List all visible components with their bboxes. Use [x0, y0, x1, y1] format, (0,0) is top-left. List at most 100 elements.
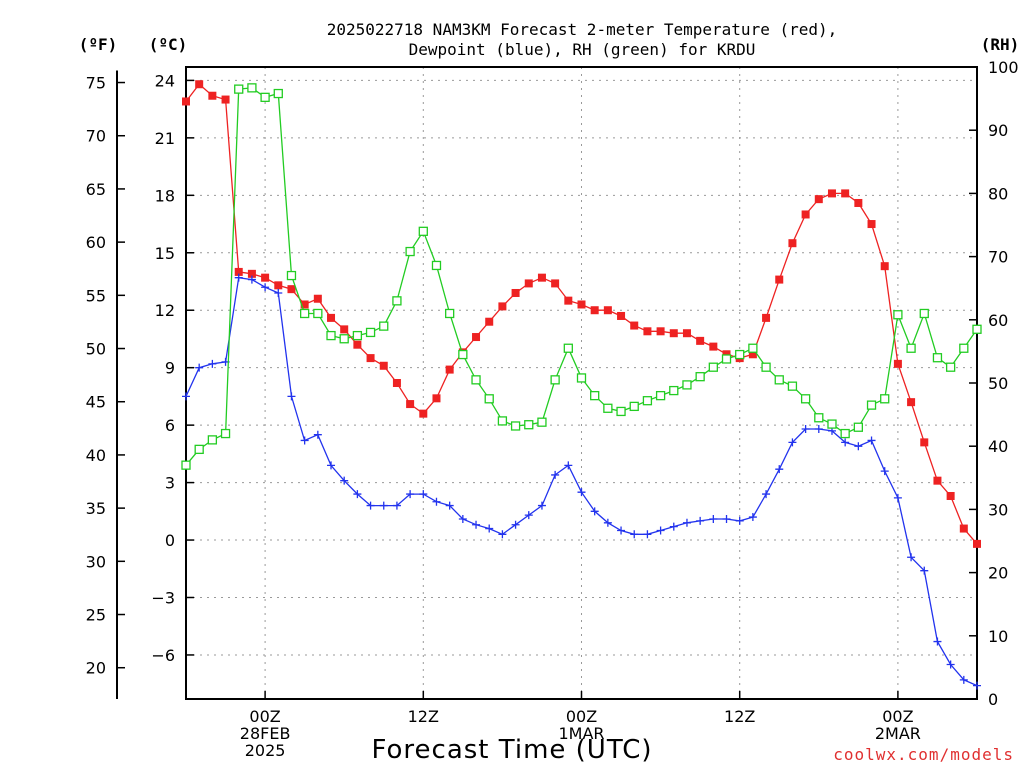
celsius-tick-label: 9 [165, 359, 175, 378]
dewpoint-point [432, 497, 441, 506]
rh-tick-label: 30 [988, 500, 1008, 519]
dewpoint-point [748, 513, 757, 522]
rh-point [642, 396, 653, 406]
rh-point [431, 260, 442, 271]
temperature-point [472, 333, 481, 342]
temperature-series [182, 80, 981, 548]
temperature-point [247, 269, 256, 278]
dewpoint-point [327, 461, 336, 470]
dewpoint-point [854, 442, 863, 451]
rh-point [471, 375, 481, 385]
rh-point [458, 349, 468, 360]
dewpoint-point [406, 490, 415, 499]
rh-point [721, 354, 732, 364]
fahrenheit-tick-label: 45 [86, 393, 106, 412]
rh-point [537, 417, 547, 427]
dewpoint-point [353, 490, 362, 499]
dewpoint-point [630, 530, 639, 539]
temperature-point [221, 95, 230, 104]
rh-point [576, 373, 587, 383]
rh-point [260, 92, 270, 102]
dewpoint-point [933, 637, 942, 646]
x-axis-title: Forecast Time (UTC) [371, 735, 652, 765]
chart-title: 2025022718 NAM3KM Forecast 2-meter Tempe… [327, 20, 838, 59]
temperature-point [748, 350, 757, 359]
dewpoint-point [472, 520, 481, 529]
dewpoint-point [696, 516, 705, 525]
rh-tick-label: 40 [988, 437, 1008, 456]
dewpoint-point [182, 392, 190, 401]
rh-point [945, 362, 956, 372]
temperature-point [854, 198, 863, 207]
temperature-point [959, 524, 968, 533]
temperature-point [893, 359, 902, 368]
rh-point [827, 419, 837, 429]
rh-point [524, 420, 534, 430]
rh-point [774, 375, 784, 385]
temperature-point [630, 321, 639, 330]
dewpoint-point [590, 507, 599, 516]
temperature-point [946, 491, 955, 500]
dewpoint-point [603, 518, 612, 527]
temperature-point [920, 438, 929, 447]
temperature-point [327, 313, 336, 322]
dewpoint-point [946, 660, 955, 669]
temperature-point [617, 311, 626, 320]
dewpoint-point [722, 514, 731, 523]
dewpoint-point [234, 273, 243, 282]
dewpoint-point [617, 526, 626, 535]
rh-point [708, 362, 718, 372]
dewpoint-point [656, 526, 665, 535]
dewpoint-point [577, 488, 586, 497]
dewpoint-series [182, 273, 981, 690]
temperature-point [643, 327, 652, 336]
temperature-point [353, 340, 362, 349]
rh-point [418, 226, 428, 236]
dewpoint-point [524, 511, 533, 520]
rh-point [959, 343, 969, 353]
temperature-point [392, 379, 401, 387]
temperature-point [814, 195, 823, 204]
dewpoint-point [247, 275, 256, 284]
temperature-point [801, 210, 810, 219]
fahrenheit-tick-label: 50 [86, 340, 106, 359]
dewpoint-point [261, 283, 270, 292]
celsius-tick-label: 0 [165, 531, 175, 550]
rh-tick-label: 80 [988, 184, 1008, 203]
temperature-point [406, 400, 415, 409]
rh-point [181, 460, 191, 470]
x-tick-label: 1MAR [558, 724, 604, 743]
temperature-point [682, 329, 691, 338]
rh-point [286, 270, 297, 281]
temperature-point [762, 313, 771, 322]
temperature-point [867, 220, 876, 229]
temperature-point [340, 325, 349, 334]
x-tick-label: 12Z [724, 707, 755, 726]
rh-point [273, 88, 283, 99]
credit-text: coolwx.com/models [833, 745, 1014, 764]
dewpoint-point [841, 438, 850, 447]
dewpoint-point [907, 553, 916, 562]
dewpoint-point [287, 392, 296, 401]
rh-tick-label: 20 [988, 564, 1008, 583]
dewpoint-point [313, 430, 322, 439]
dewpoint-point [880, 467, 889, 476]
temperature-point [498, 302, 507, 311]
dewpoint-point [511, 520, 520, 529]
dewpoint-point [537, 501, 546, 510]
rh-point [932, 353, 943, 363]
dewpoint-point [419, 490, 428, 499]
dewpoint-point [735, 516, 744, 525]
rh-point [866, 400, 877, 410]
dewpoint-point [643, 530, 652, 539]
rh-point [445, 308, 455, 319]
celsius-tick-label: 18 [155, 186, 175, 205]
rh-point [603, 403, 613, 413]
title-line-1: 2025022718 NAM3KM Forecast 2-meter Tempe… [327, 20, 838, 39]
rh-tick-label: 10 [988, 627, 1008, 646]
dewpoint-point [300, 436, 309, 445]
x-tick-label: 28FEB [240, 724, 291, 743]
dewpoint-point [973, 681, 981, 690]
fahrenheit-tick-label: 55 [86, 286, 106, 305]
dewpoint-point [788, 438, 797, 447]
